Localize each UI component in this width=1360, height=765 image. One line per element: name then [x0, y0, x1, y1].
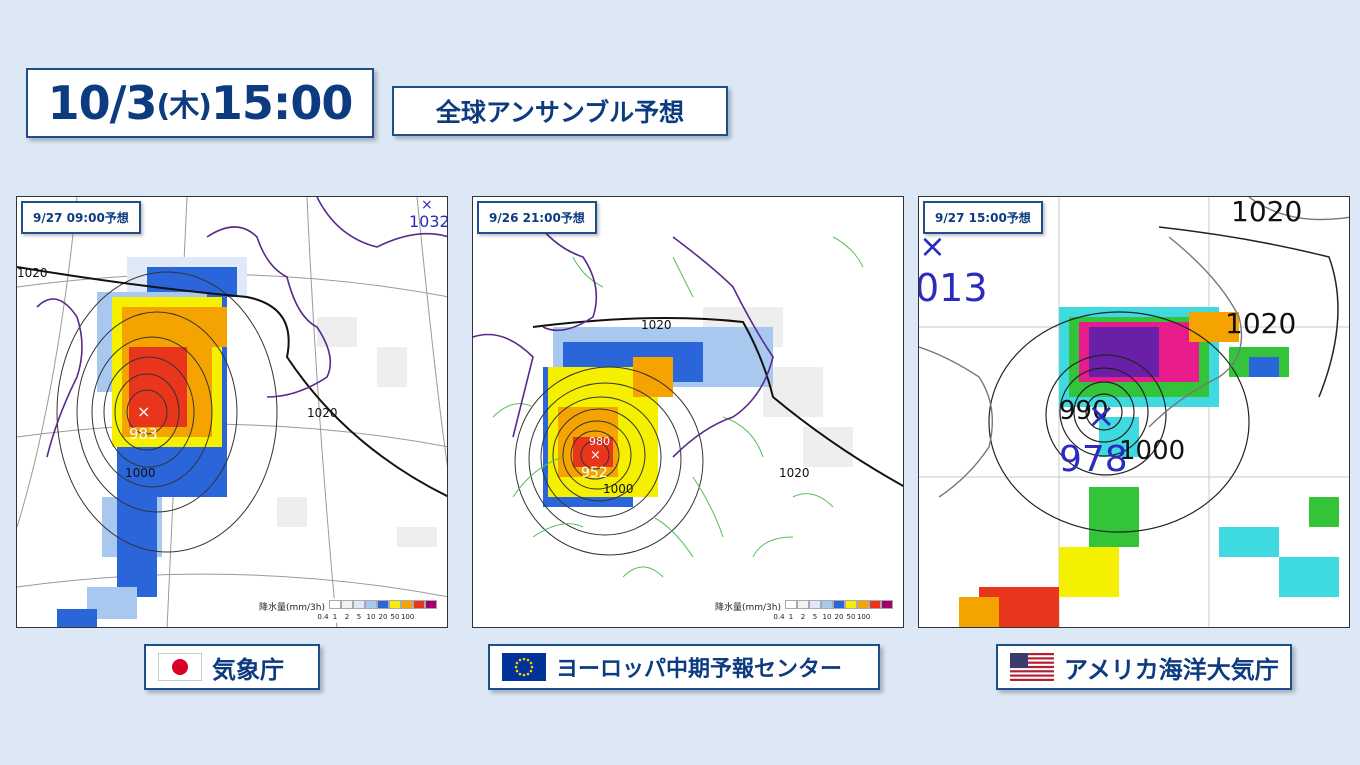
isobar-label: 1020 — [17, 266, 48, 280]
legend-title: 降水量(mm/3h) — [714, 603, 781, 613]
agency-name: 気象庁 — [212, 655, 284, 684]
isobar-label: 1000 — [125, 466, 156, 480]
noaa-forecast-map: 9/27 15:00予想 — [918, 196, 1350, 628]
noaa-label: アメリカ海洋大気庁 — [996, 644, 1292, 690]
legend-tick: 100 — [856, 613, 871, 621]
date-text: 10/3 — [47, 76, 158, 130]
usa-flag-icon — [1010, 653, 1054, 681]
legend-tick: 50 — [846, 613, 856, 621]
isobar-label: 980 — [589, 435, 610, 448]
legend-tick: 2 — [344, 613, 350, 621]
low-pressure-value: 978 — [1059, 439, 1128, 480]
isobar-label: 1020 — [307, 406, 338, 420]
isobar-label: 1020 — [1231, 197, 1302, 228]
high-pressure-value: 013 — [919, 266, 988, 310]
high-pressure-value: 1032 — [409, 212, 448, 231]
isobar-label: 1020 — [641, 318, 672, 332]
svg-text:×: × — [1087, 396, 1116, 436]
agency-name: アメリカ海洋大気庁 — [1064, 655, 1279, 684]
legend-tick: 0.4 — [317, 613, 329, 621]
svg-text:×: × — [590, 448, 601, 463]
jma-forecast-map: 9/27 09:00予想 — [16, 196, 448, 628]
precipitation-legend: 降水量(mm/3h) 0.4 1 2 5 10 20 50 100 — [254, 598, 441, 623]
ecmwf-label: ヨーロッパ中期予報センター — [488, 644, 880, 690]
legend-tick: 1 — [332, 613, 338, 621]
ecmwf-map-graphic: 1020 1020 980 × 952 1000 — [473, 197, 903, 627]
svg-text:×: × — [421, 197, 433, 213]
legend-tick: 20 — [378, 613, 388, 621]
legend-tick: 5 — [356, 613, 362, 621]
time-text: 15:00 — [210, 76, 353, 130]
isobar-label: 1000 — [603, 482, 634, 496]
precipitation-legend: 降水量(mm/3h) 0.4 1 2 5 10 20 50 100 — [710, 598, 897, 623]
ecmwf-forecast-map: 9/26 21:00予想 — [472, 196, 904, 628]
isobar-label: 1000 — [1119, 436, 1185, 466]
legend-tick: 10 — [822, 613, 832, 621]
forecast-time-label: 9/26 21:00予想 — [477, 201, 597, 234]
isobar-label: 1020 — [1225, 307, 1296, 340]
noaa-map-graphic: × 013 1020 1020 990 1000 × 978 — [919, 197, 1349, 627]
legend-tick: 50 — [390, 613, 400, 621]
legend-title: 降水量(mm/3h) — [258, 603, 325, 613]
legend-tick: 10 — [366, 613, 376, 621]
legend-tick: 100 — [400, 613, 415, 621]
agency-name: ヨーロッパ中期予報センター — [556, 657, 843, 682]
jma-label: 気象庁 — [144, 644, 320, 690]
forecast-time-label: 9/27 09:00予想 — [21, 201, 141, 234]
japan-flag-icon — [158, 653, 202, 681]
forecast-time-label: 9/27 15:00予想 — [923, 201, 1043, 234]
low-pressure-value: 983 — [129, 425, 158, 443]
svg-text:×: × — [137, 402, 150, 421]
legend-tick: 20 — [834, 613, 844, 621]
forecast-datetime: 10/3 (木) 15:00 — [26, 68, 374, 138]
eu-flag-icon — [502, 653, 546, 681]
ensemble-title: 全球アンサンブル予想 — [392, 86, 728, 136]
jma-map-graphic: 1032 × × 983 1000 1020 1020 — [17, 197, 448, 627]
weekday-text: (木) — [156, 89, 211, 124]
legend-tick: 1 — [788, 613, 794, 621]
isobar-label: 990 — [1059, 396, 1109, 426]
isobar-label: 1020 — [779, 466, 810, 480]
legend-tick: 0.4 — [773, 613, 785, 621]
low-pressure-value: 952 — [581, 465, 608, 481]
legend-tick: 2 — [800, 613, 806, 621]
legend-tick: 5 — [812, 613, 818, 621]
